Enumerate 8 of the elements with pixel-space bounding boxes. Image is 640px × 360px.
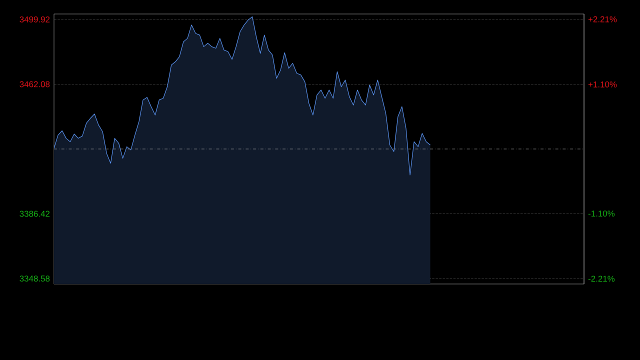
y-tick-label: 3386.42: [20, 210, 50, 217]
y2-tick-label: -1.10%: [588, 210, 615, 217]
y-tick-label: 3462.08: [20, 81, 50, 88]
y2-tick-label: +1.10%: [588, 81, 617, 88]
y-tick-label: 3348.58: [20, 276, 50, 282]
y-tick-label: 3499.92: [20, 16, 50, 22]
y2-tick-label: +2.21%: [588, 16, 617, 22]
y2-tick-label: -2.21%: [588, 276, 615, 282]
